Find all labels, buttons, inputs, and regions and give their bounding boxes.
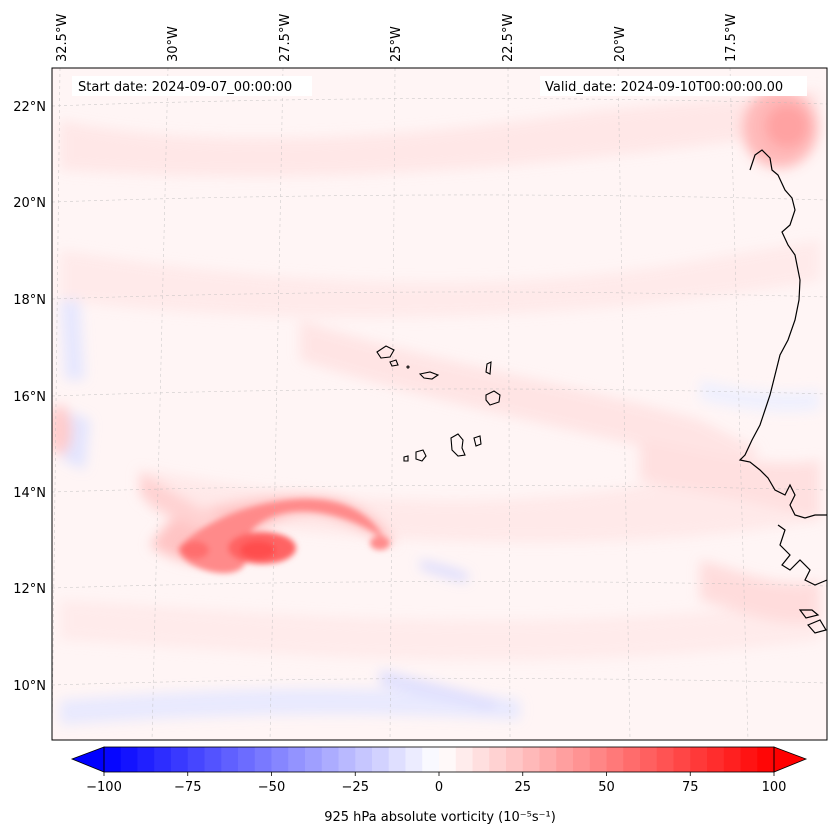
lat-label: 22°N — [13, 100, 46, 115]
colorbar-tick-label: 25 — [514, 780, 531, 795]
lat-label: 20°N — [13, 196, 46, 211]
colorbar-cell — [489, 747, 507, 772]
lon-label: 22.5°W — [501, 14, 516, 62]
colorbar-cell — [472, 747, 490, 772]
valid-date-label: Valid_date: 2024-09-10T00:00:00.00 — [545, 80, 783, 95]
colorbar-tick-label: 75 — [682, 780, 699, 795]
colorbar-label: 925 hPa absolute vorticity (10⁻⁵s⁻¹) — [324, 810, 556, 825]
colorbar-cell — [388, 747, 406, 772]
lat-label: 14°N — [13, 486, 46, 501]
lat-label: 10°N — [13, 679, 46, 694]
colorbar-cell — [238, 747, 256, 772]
vortex-feature — [140, 470, 395, 574]
colorbar-cell — [740, 747, 758, 772]
colorbar-tick-label: −50 — [258, 780, 285, 795]
graticule — [52, 68, 827, 740]
lat-label: 12°N — [13, 582, 46, 597]
colorbar-cell — [355, 747, 373, 772]
colorbar-cell — [539, 747, 557, 772]
colorbar-cell — [422, 747, 440, 772]
colorbar-cell — [589, 747, 607, 772]
colorbar-tick-label: −100 — [86, 780, 122, 795]
colorbar-cells — [104, 747, 775, 772]
lon-label: 25°W — [389, 26, 404, 62]
map-frame — [51, 67, 828, 741]
colorbar-extend-low — [70, 746, 105, 773]
colorbar-cell — [120, 747, 138, 772]
colorbar-cell — [522, 747, 540, 772]
lon-label: 27.5°W — [278, 14, 293, 62]
colorbar-cell — [338, 747, 356, 772]
colorbar-tick-label: −25 — [342, 780, 369, 795]
longitude-labels: 32.5°W 30°W 27.5°W 25°W 22.5°W 20°W 17.5… — [55, 14, 739, 62]
colorbar-tick-label: 0 — [435, 780, 443, 795]
colorbar-cell — [690, 747, 708, 772]
lon-label: 32.5°W — [55, 14, 70, 62]
colorbar-cell — [305, 747, 323, 772]
colorbar-cell — [656, 747, 674, 772]
lat-label: 18°N — [13, 293, 46, 308]
latitude-labels: 22°N 20°N 18°N 16°N 14°N 12°N 10°N — [13, 100, 46, 694]
colorbar-cell — [104, 747, 122, 772]
start-date-label: Start date: 2024-09-07_00:00:00 — [78, 80, 292, 95]
colorbar-cell — [723, 747, 741, 772]
colorbar-cell — [556, 747, 574, 772]
colorbar-cell — [757, 747, 775, 772]
colorbar-cell — [623, 747, 641, 772]
colorbar-cell — [640, 747, 658, 772]
colorbar-cell — [271, 747, 289, 772]
colorbar-cell — [506, 747, 524, 772]
start-date-box — [72, 76, 312, 96]
colorbar-tick-label: 50 — [598, 780, 615, 795]
colorbar-cell — [204, 747, 222, 772]
lat-label: 16°N — [13, 390, 46, 405]
colorbar-cell — [673, 747, 691, 772]
colorbar-cell — [137, 747, 155, 772]
colorbar-cell — [154, 747, 172, 772]
colorbar-cell — [221, 747, 239, 772]
colorbar-cell — [254, 747, 272, 772]
valid-date-box — [540, 76, 807, 96]
colorbar-cell — [707, 747, 725, 772]
vorticity-field — [52, 68, 827, 740]
colorbar-cell — [187, 747, 205, 772]
colorbar-cell — [171, 747, 189, 772]
colorbar-ticks: −100 −75 −50 −25 0 25 50 75 100 — [86, 772, 786, 795]
colorbar-tick-label: −75 — [174, 780, 201, 795]
colorbar-cell — [288, 747, 306, 772]
colorbar-cell — [405, 747, 423, 772]
lon-label: 20°W — [613, 26, 628, 62]
colorbar-cell — [372, 747, 390, 772]
lon-label: 17.5°W — [724, 14, 739, 62]
colorbar-cell — [573, 747, 591, 772]
coastline — [738, 149, 827, 634]
colorbar-extend-high — [773, 746, 808, 773]
colorbar-cell — [606, 747, 624, 772]
colorbar-cell — [455, 747, 473, 772]
colorbar: −100 −75 −50 −25 0 25 50 75 100 925 hPa absolute… — [70, 746, 808, 825]
colorbar-cell — [321, 747, 339, 772]
cabo-verde-islands — [376, 345, 501, 462]
colorbar-cell — [439, 747, 457, 772]
lon-label: 30°W — [166, 26, 181, 62]
colorbar-tick-label: 100 — [762, 780, 787, 795]
